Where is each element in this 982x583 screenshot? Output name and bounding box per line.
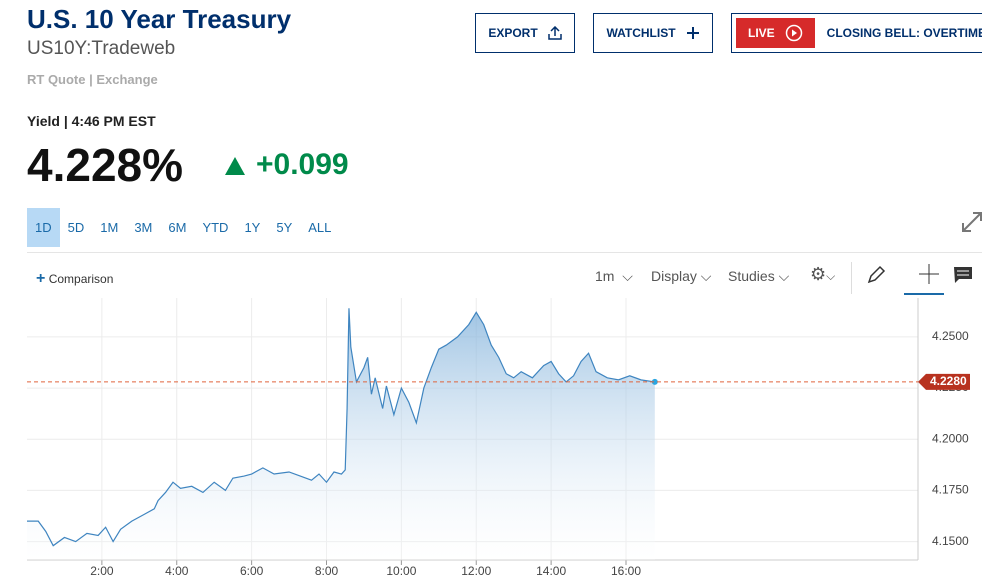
x-tick-label: 12:00 xyxy=(461,564,491,578)
up-arrow xyxy=(225,157,245,175)
label: Studies xyxy=(728,268,775,284)
label: WATCHLIST xyxy=(606,26,676,40)
range-button[interactable]: 6M xyxy=(168,220,187,235)
icon xyxy=(547,26,562,40)
label: Comparison xyxy=(48,272,114,286)
quote-source: RT Quote | Exchange xyxy=(27,72,158,87)
last-value-label: 4.2280 xyxy=(930,374,967,388)
range-button[interactable]: 5D xyxy=(67,220,85,235)
icon xyxy=(785,24,802,42)
price: 4.228% xyxy=(27,139,184,191)
range-button[interactable]: 5Y xyxy=(276,220,293,235)
comparison-button[interactable]: + Comparison xyxy=(36,270,114,287)
last-value-tag xyxy=(918,373,970,390)
line xyxy=(27,308,655,547)
icon xyxy=(686,27,699,39)
export-button[interactable]: EXPORT xyxy=(475,13,575,53)
interval-select[interactable]: 1m ⌵ xyxy=(595,268,633,284)
live-show: CLOSING BELL: OVERTIME xyxy=(826,26,982,40)
label: EXPORT xyxy=(488,26,538,40)
label: Display xyxy=(651,268,697,284)
studies-select[interactable]: Studies ⌵ xyxy=(728,268,790,284)
area xyxy=(27,308,655,560)
x-tick-label: 2:00 xyxy=(90,564,114,578)
range-button[interactable]: 3M xyxy=(134,220,153,235)
settings-button[interactable]: ⚙⌵ xyxy=(810,264,836,284)
y-tick-label: 4.1750 xyxy=(932,483,969,497)
title: U.S. 10 Year Treasury xyxy=(27,4,292,34)
divider xyxy=(27,252,982,253)
y-tick-label: 4.1500 xyxy=(932,534,969,548)
crosshair-button[interactable] xyxy=(904,262,944,296)
comment-button[interactable] xyxy=(953,266,973,284)
range-button[interactable]: 1D xyxy=(27,208,60,247)
x-tick-label: 4:00 xyxy=(165,564,189,578)
live-badge: LIVE xyxy=(736,18,815,48)
symbol: US10Y:Tradeweb xyxy=(27,38,176,59)
x-tick-label: 10:00 xyxy=(386,564,416,578)
x-tick-label: 16:00 xyxy=(611,564,641,578)
range-button[interactable]: 1Y xyxy=(244,220,261,235)
display-select[interactable]: Display ⌵ xyxy=(651,268,712,284)
draw-button[interactable] xyxy=(866,265,886,285)
range-button[interactable]: 1M xyxy=(100,220,119,235)
last-point xyxy=(651,378,658,385)
live-button[interactable]: LIVE CLOSING BELL: OVERTIME xyxy=(731,13,982,53)
x-tick-label: 14:00 xyxy=(536,564,566,578)
yield-label: Yield | 4:46 PM EST xyxy=(27,113,156,129)
range-selector: 1D 5D 1M 3M 6M YTD 1Y 5Y ALL xyxy=(27,208,339,247)
range-button[interactable]: ALL xyxy=(308,220,332,235)
x-tick-label: 8:00 xyxy=(315,564,339,578)
range-button[interactable]: YTD xyxy=(202,220,229,235)
y-tick-label: 4.2500 xyxy=(932,329,969,343)
watchlist-button[interactable]: WATCHLIST xyxy=(593,13,713,53)
change: +0.099 xyxy=(256,148,349,181)
label: 1m xyxy=(595,268,615,284)
expand-icon[interactable] xyxy=(960,208,982,234)
x-tick-label: 6:00 xyxy=(240,564,264,578)
toolbar-divider xyxy=(851,262,852,294)
y-tick-label: 4.2000 xyxy=(932,431,969,445)
live: LIVE xyxy=(747,26,775,40)
